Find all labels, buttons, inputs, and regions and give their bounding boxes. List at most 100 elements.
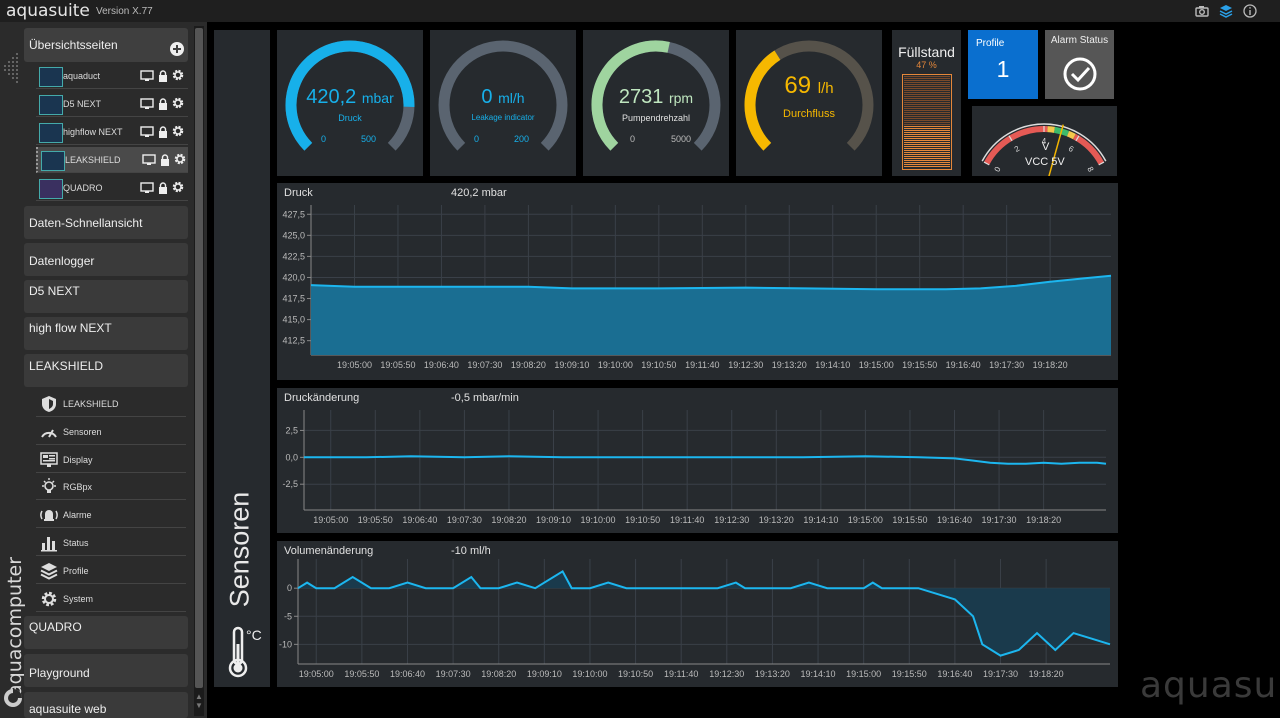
x-tick-label: 19:17:30 [982,515,1017,525]
x-tick-label: 19:05:50 [358,515,393,525]
vcc-tick-label: 2 [1013,144,1022,154]
x-tick-label: 19:17:30 [989,360,1024,370]
section-web[interactable]: aquasuite web [24,692,188,718]
device-row[interactable]: LEAKSHIELD [36,147,188,173]
lock-icon[interactable] [159,154,171,166]
x-tick-label: 19:07:30 [436,669,471,679]
menu-item-label: Status [63,538,89,548]
fill-level-segment [904,144,950,145]
y-tick-label: 412,5 [282,336,305,346]
section-quickview-label: Daten-Schnellansicht [29,216,143,230]
camera-icon[interactable] [1194,3,1210,19]
fill-level-segment [904,154,950,155]
fill-level-percent: 47 % [916,60,937,70]
gauge-value-row: 0 ml/h [430,86,576,109]
gauge-value: 0 [481,86,493,108]
menu-item-label: LEAKSHIELD [63,399,119,409]
x-tick-label: 19:09:10 [554,360,589,370]
fill-level-segment [904,134,950,135]
vcc-caption: VCC 5V [1025,156,1065,168]
gear-icon[interactable] [171,68,185,82]
leakshield-menu-item[interactable]: Profile [36,557,186,584]
gear-icon[interactable] [173,152,187,166]
x-tick-label: 19:13:20 [772,360,807,370]
menu-item-label: Alarme [63,510,92,521]
gear-icon[interactable] [171,96,185,110]
fill-level-segment [904,124,950,125]
leakshield-menu-item[interactable]: Alarme [36,501,186,529]
leakshield-menu-item[interactable]: Status [36,529,186,556]
leakshield-menu-item[interactable]: Sensoren [36,418,186,445]
monitor-icon[interactable] [140,98,154,110]
fill-level-segment [904,126,950,127]
gear-icon[interactable] [171,124,185,138]
chart-title: Druckänderung [284,392,360,404]
y-tick-label: 420,0 [282,272,305,282]
display-icon [40,451,58,467]
fill-level-segment [904,104,950,105]
gauge-value: 420,2 [306,86,357,108]
section-d5next[interactable]: D5 NEXT [24,280,188,313]
y-tick-label: 417,5 [282,294,305,304]
gauge-unit: rpm [668,90,694,106]
x-tick-label: 19:14:10 [815,360,850,370]
device-label: QUADRO [63,183,103,193]
chart-current-value: 420,2 mbar [451,187,507,199]
x-tick-label: 19:07:30 [467,360,502,370]
layers-icon[interactable] [1218,3,1234,19]
gauge-arc [591,40,721,151]
section-highflow[interactable]: high flow NEXT [24,317,188,350]
gauge-max: 200 [514,134,530,144]
menu-item-label: RGBpx [63,482,93,493]
gauge-min: 0 [321,134,327,144]
scroll-arrows[interactable]: ▲ ▼ [195,692,203,710]
lock-icon[interactable] [157,70,169,82]
chart-current-value: -0,5 mbar/min [451,392,519,404]
monitor-icon[interactable] [140,126,154,138]
fill-level-segment [904,142,950,143]
fill-level-segment [904,164,950,165]
menu-item-label: Display [63,454,93,465]
app-version: Version X.77 [96,6,153,17]
monitor-icon[interactable] [140,182,154,194]
lock-icon[interactable] [157,182,169,194]
x-tick-label: 19:15:00 [846,669,881,679]
lock-icon[interactable] [157,98,169,110]
lock-icon[interactable] [157,126,169,138]
device-row[interactable]: D5 NEXT [36,91,188,117]
monitor-icon[interactable] [140,70,154,82]
overview-label: Übersichtsseiten [29,38,118,52]
overview-section[interactable]: Übersichtsseiten [24,28,188,62]
sidebar-scroll-thumb[interactable] [195,28,203,688]
section-playground[interactable]: Playground [24,654,188,687]
section-d5next-label: D5 NEXT [29,284,80,298]
fill-level-segment [904,82,950,83]
profile-tile[interactable]: Profile 1 [968,30,1038,99]
fill-level-segment [904,140,950,141]
info-icon[interactable] [1242,3,1258,19]
add-icon[interactable] [170,42,184,56]
leakshield-menu-item[interactable]: RGBpx [36,473,186,501]
section-quadro[interactable]: QUADRO [24,616,188,649]
device-label: aquaduct [63,71,101,81]
fill-level-segment [904,76,950,77]
leakshield-menu-item[interactable]: LEAKSHIELD [36,390,186,417]
fill-level-segment [904,92,950,93]
device-label: LEAKSHIELD [65,155,121,165]
series-area [311,275,1111,355]
leakshield-menu-item[interactable]: System [36,585,186,612]
gauge-min: 0 [474,134,480,144]
device-row[interactable]: highflow NEXT [36,119,188,145]
monitor-icon[interactable] [142,154,156,166]
device-row[interactable]: aquaduct [36,63,188,89]
fill-level-segment [904,130,950,131]
section-logger[interactable]: Datenlogger [24,243,188,276]
gauge-value-row: 69 l/h [736,72,882,100]
gear-icon[interactable] [171,180,185,194]
section-leakshield[interactable]: LEAKSHIELD [24,354,188,387]
leakshield-menu-item[interactable]: Display [36,446,186,473]
alarm-tile[interactable]: Alarm Status [1045,30,1114,99]
title-bar: aquasuite Version X.77 [0,0,1280,23]
section-quickview[interactable]: Daten-Schnellansicht [24,206,188,239]
device-row[interactable]: QUADRO [36,175,188,201]
